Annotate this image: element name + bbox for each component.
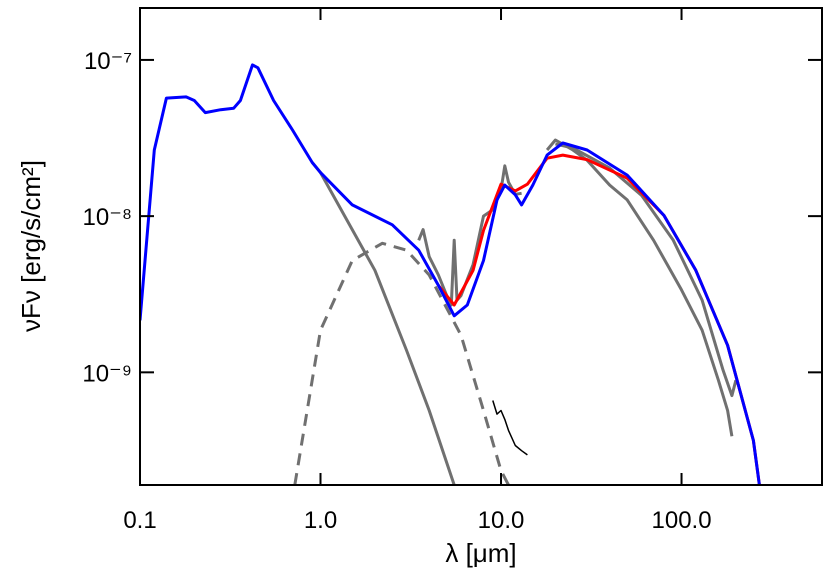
y-tick-label: 10⁻⁷ <box>84 48 132 75</box>
y-axis-label: νFν [erg/s/cm²] <box>16 160 46 332</box>
series-line <box>293 241 510 485</box>
x-tick-label: 10.0 <box>478 507 525 534</box>
series-line <box>555 142 738 398</box>
y-tick-label: 10⁻⁸ <box>83 204 133 231</box>
x-tick-label: 1.0 <box>304 507 337 534</box>
x-axis-label: λ [μm] <box>445 538 516 568</box>
y-tick-label: 10⁻⁹ <box>82 360 132 387</box>
series-line <box>492 400 528 456</box>
plot-frame <box>139 7 823 486</box>
x-tick-label: 100.0 <box>652 507 712 534</box>
series-line <box>140 63 761 485</box>
x-tick-label: 0.1 <box>123 507 156 534</box>
plot-lines <box>140 63 761 485</box>
